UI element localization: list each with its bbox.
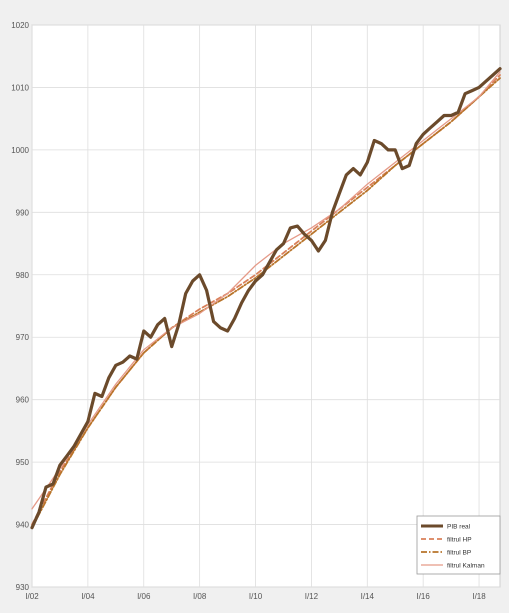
legend-label: filtrul Kalman [447, 563, 485, 570]
y-tick-label: 1010 [11, 83, 29, 92]
x-tick-label: I/04 [81, 592, 95, 601]
x-tick-label: I/14 [361, 592, 375, 601]
y-tick-label: 1000 [11, 146, 29, 155]
x-tick-label: I/16 [416, 592, 430, 601]
x-tick-label: I/10 [249, 592, 263, 601]
series-group [30, 67, 502, 530]
y-tick-label: 950 [16, 458, 30, 467]
series-line-3 [31, 71, 501, 510]
legend-label: filtrul HP [447, 537, 472, 544]
plot-area [31, 24, 501, 588]
y-tick-label: 960 [16, 396, 30, 405]
y-tick-label: 980 [16, 271, 30, 280]
series-line-2 [31, 77, 501, 529]
y-tick-label: 940 [16, 521, 30, 530]
grid [31, 24, 500, 588]
legend-label: filtrul BP [447, 550, 471, 557]
y-tick-label: 990 [16, 208, 30, 217]
legend-label: PIB real [447, 524, 471, 531]
legend: PIB real filtrul HP filtrul BP filtrul Kalm… [416, 515, 501, 575]
y-tick-label: 930 [16, 583, 30, 592]
x-tick-label: I/12 [305, 592, 319, 601]
x-tick-label: I/02 [25, 592, 39, 601]
x-tick-label: I/08 [193, 592, 207, 601]
y-tick-label: 1020 [11, 21, 29, 30]
y-axis-ticks: 930 940 950 960 970 980 990 1000 1010 1020 [11, 21, 29, 592]
y-tick-label: 970 [16, 333, 30, 342]
x-axis-ticks: I/02 I/04 I/06 I/08 I/10 I/12 I/14 I/16 I/18 [25, 592, 486, 601]
x-tick-label: I/18 [472, 592, 486, 601]
series-line-0 [30, 67, 502, 530]
x-tick-label: I/06 [137, 592, 151, 601]
